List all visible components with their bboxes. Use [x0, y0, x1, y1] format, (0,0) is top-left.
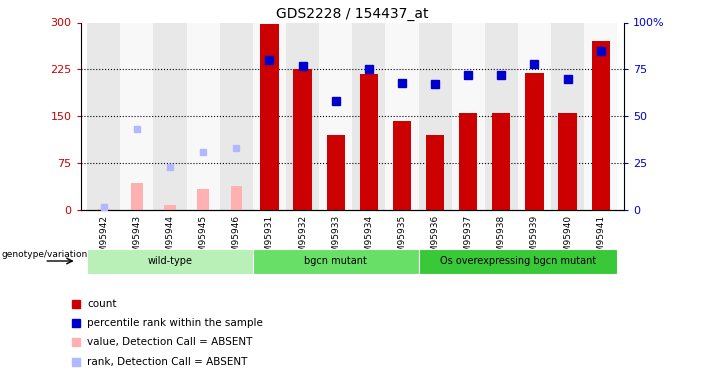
Text: rank, Detection Call = ABSENT: rank, Detection Call = ABSENT [88, 357, 248, 367]
Bar [253, 249, 418, 274]
Bar [353, 22, 386, 210]
Bar [286, 22, 319, 210]
Bar [393, 121, 411, 210]
Bar [154, 22, 186, 210]
Text: wild-type: wild-type [147, 256, 193, 266]
Bar [319, 22, 353, 210]
Bar [584, 22, 618, 210]
Bar [559, 113, 577, 210]
Bar [459, 113, 477, 210]
Text: bgcn mutant: bgcn mutant [304, 256, 367, 266]
Bar [87, 22, 121, 210]
Bar [186, 22, 219, 210]
Text: Os overexpressing bgcn mutant: Os overexpressing bgcn mutant [440, 256, 596, 266]
Bar [592, 41, 610, 210]
Text: genotype/variation: genotype/variation [1, 250, 88, 259]
Title: GDS2228 / 154437_at: GDS2228 / 154437_at [276, 8, 428, 21]
Bar [98, 209, 109, 210]
Bar [386, 22, 418, 210]
Bar [121, 22, 154, 210]
Bar [327, 135, 345, 210]
Bar [518, 22, 551, 210]
Bar [231, 186, 242, 210]
Bar [198, 189, 209, 210]
Bar [253, 22, 286, 210]
Bar [485, 22, 518, 210]
Bar [551, 22, 584, 210]
Bar [164, 205, 176, 210]
Bar [418, 249, 618, 274]
Bar [131, 183, 143, 210]
Bar [492, 113, 510, 210]
Text: count: count [88, 298, 117, 309]
Bar [219, 22, 253, 210]
Bar [87, 249, 253, 274]
Bar [426, 135, 444, 210]
Text: value, Detection Call = ABSENT: value, Detection Call = ABSENT [88, 338, 253, 347]
Bar [418, 22, 451, 210]
Text: percentile rank within the sample: percentile rank within the sample [88, 318, 264, 328]
Bar [360, 74, 378, 210]
Bar [294, 69, 312, 210]
Bar [525, 72, 543, 210]
Bar [451, 22, 485, 210]
Bar [260, 24, 278, 210]
